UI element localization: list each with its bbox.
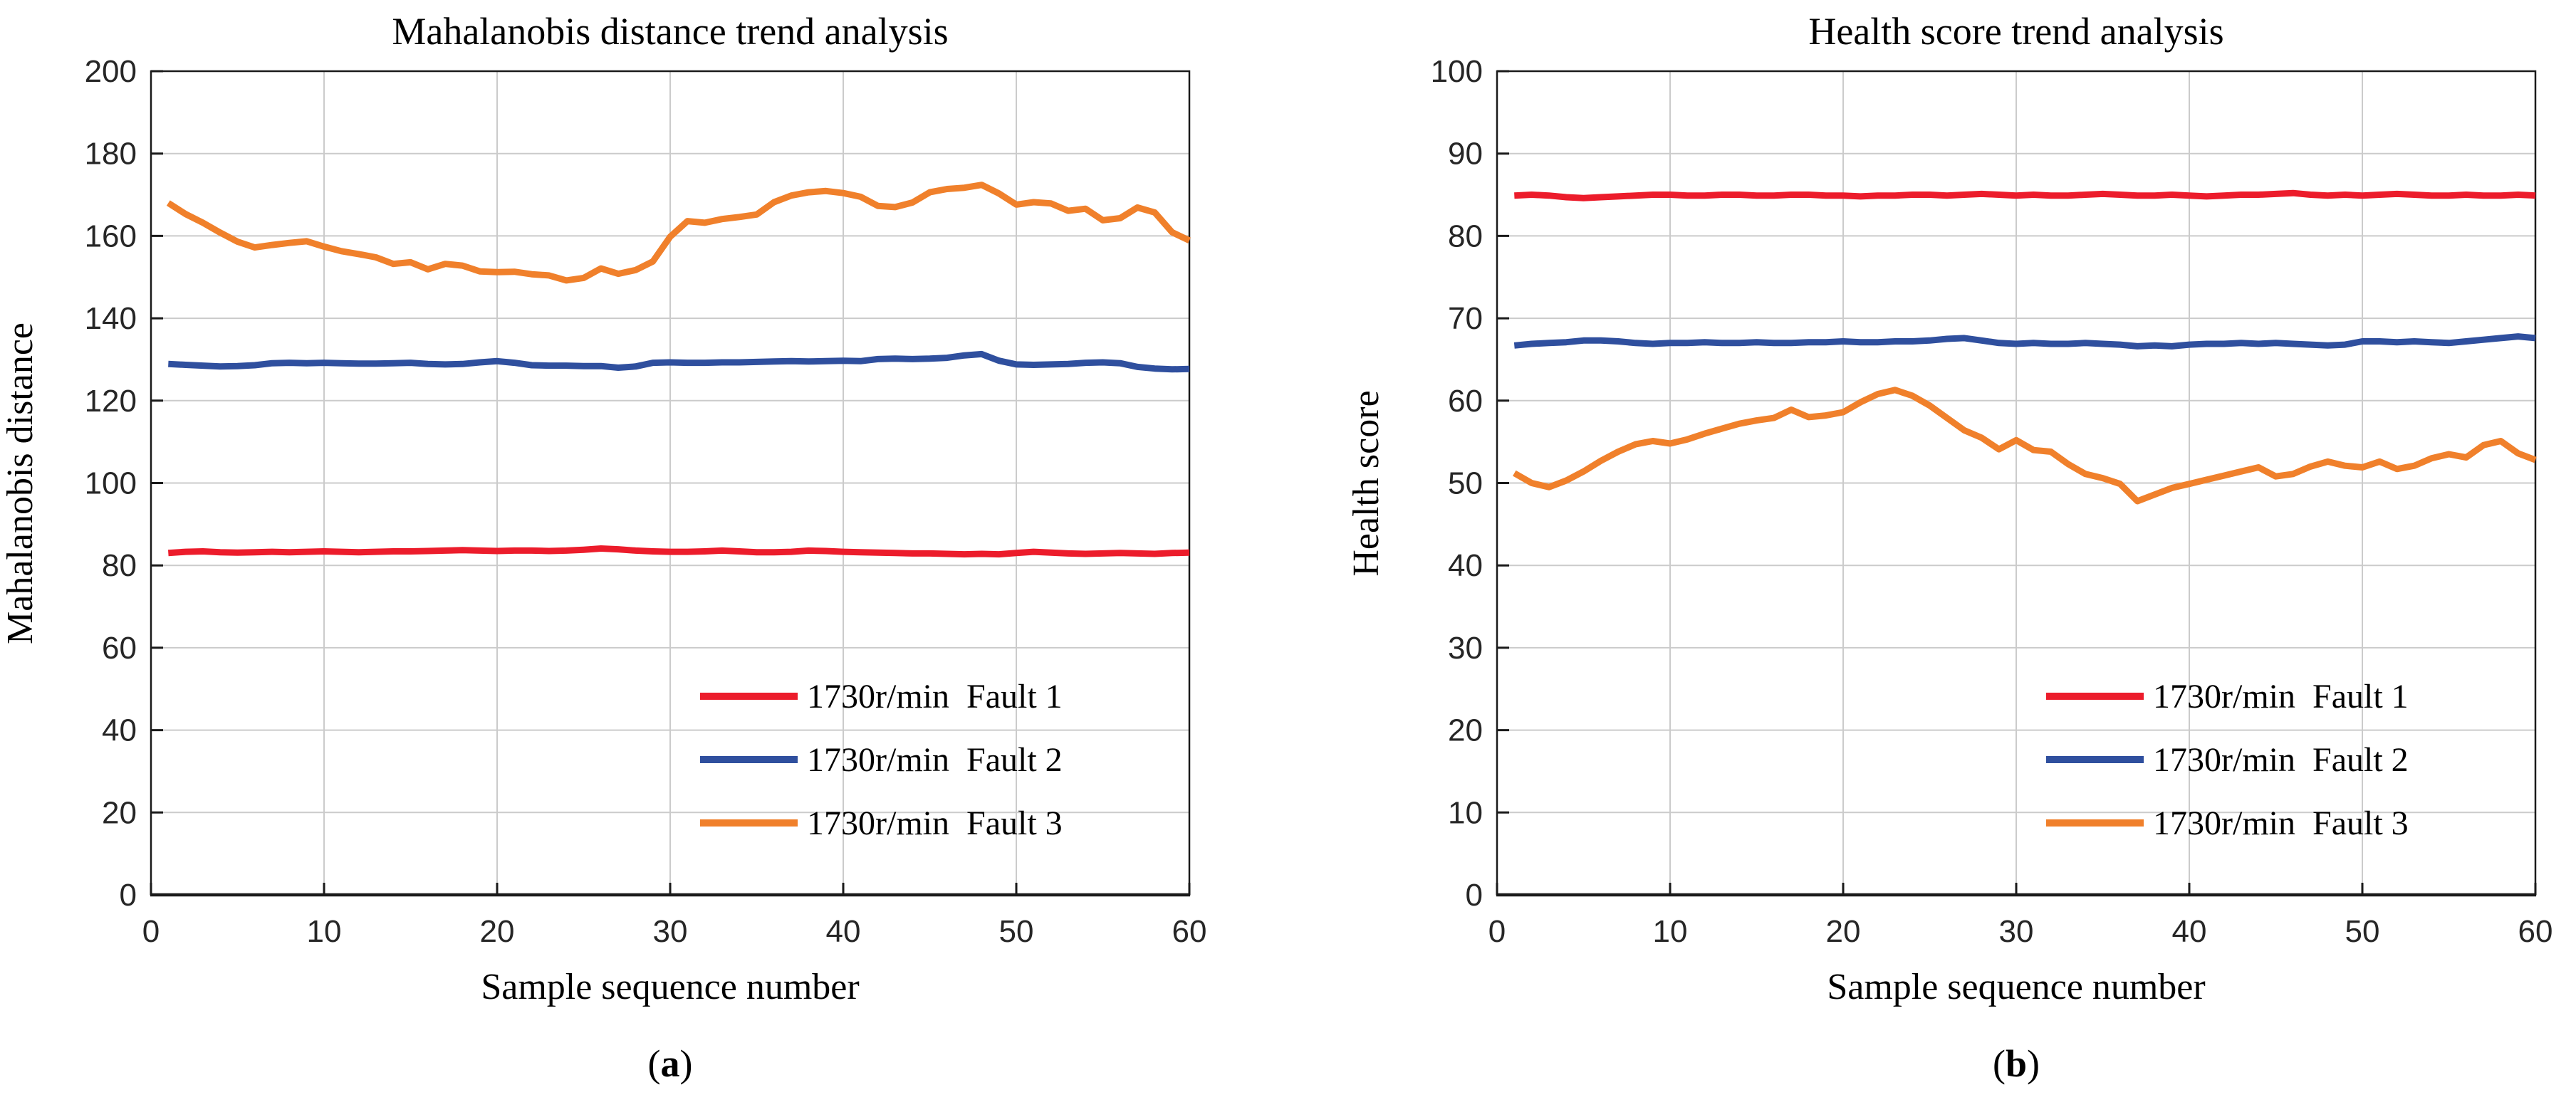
- y-tick-label: 40: [102, 713, 137, 748]
- series-line-fault-3: [1513, 387, 2537, 505]
- series-line-fault-2: [1513, 333, 2536, 350]
- y-tick-label: 70: [1448, 301, 1483, 336]
- series-line-fault-2: [168, 350, 1190, 373]
- panel-b: 0 10 20 30 40 50 60 0 10 20 30 40 50 60 70 80 90 100 1730r…: [1346, 10, 2552, 1085]
- x-tick-label: 50: [2345, 914, 2380, 949]
- panel-b-y-axis-label: Health score: [1346, 390, 1387, 576]
- legend-label-fault-2: 1730r/min Fault 2: [2153, 741, 2409, 779]
- y-tick-label: 90: [1448, 137, 1483, 172]
- legend-label-fault-2: 1730r/min Fault 2: [807, 741, 1063, 779]
- x-tick-label: 20: [1826, 914, 1861, 949]
- y-tick-label: 0: [1466, 878, 1483, 913]
- x-tick-label: 60: [2518, 914, 2553, 949]
- y-tick-label: 50: [1448, 466, 1483, 501]
- y-tick-label: 200: [85, 54, 137, 89]
- x-tick-label: 30: [653, 914, 688, 949]
- x-tick-label: 30: [1999, 914, 2034, 949]
- x-tick-label: 40: [2172, 914, 2207, 949]
- y-tick-label: 10: [1448, 795, 1483, 830]
- y-tick-label: 20: [1448, 713, 1483, 748]
- panel-b-plot: 0 10 20 30 40 50 60 0 10 20 30 40 50 60 70 80 90 100 1730r…: [1431, 54, 2553, 949]
- y-tick-label: 0: [120, 878, 137, 913]
- legend-label-fault-3: 1730r/min Fault 3: [807, 804, 1063, 842]
- x-tick-label: 0: [1488, 914, 1506, 949]
- y-tick-label: 80: [1448, 219, 1483, 253]
- y-tick-label: 40: [1448, 548, 1483, 583]
- y-tick-label: 160: [85, 219, 137, 253]
- x-tick-label: 10: [1653, 914, 1688, 949]
- panel-a-y-axis-label: Mahalanobis distance: [0, 322, 41, 644]
- x-tick-label: 20: [480, 914, 515, 949]
- y-tick-label: 60: [102, 631, 137, 666]
- panel-a-title: Mahalanobis distance trend analysis: [392, 10, 948, 53]
- panel-a: 0 10 20 30 40 50 60 0 20 40 60 80 100 120 140 160 180 200…: [0, 10, 1206, 1085]
- y-tick-label: 30: [1448, 631, 1483, 666]
- panel-a-plot: 0 10 20 30 40 50 60 0 20 40 60 80 100 120 140 160 180 200…: [85, 54, 1207, 949]
- y-tick-label: 20: [102, 795, 137, 830]
- y-tick-label: 80: [102, 548, 137, 583]
- legend-label-fault-1: 1730r/min Fault 1: [2153, 678, 2409, 715]
- y-tick-label: 60: [1448, 384, 1483, 419]
- series-line-fault-1: [167, 545, 1190, 558]
- panel-a-caption: (a): [648, 1042, 693, 1085]
- y-tick-label: 100: [1431, 54, 1483, 89]
- panel-a-x-axis-label: Sample sequence number: [481, 967, 859, 1007]
- x-tick-label: 60: [1172, 914, 1207, 949]
- x-tick-label: 40: [826, 914, 861, 949]
- x-tick-label: 0: [142, 914, 160, 949]
- panel-b-title: Health score trend analysis: [1808, 10, 2223, 53]
- x-tick-label: 50: [999, 914, 1034, 949]
- panel-b-x-axis-label: Sample sequence number: [1827, 967, 2205, 1007]
- series-line-fault-3: [166, 182, 1191, 284]
- legend-label-fault-1: 1730r/min Fault 1: [807, 678, 1063, 715]
- series-line-fault-1: [1514, 189, 2536, 201]
- y-tick-label: 140: [85, 301, 137, 336]
- y-tick-label: 100: [85, 466, 137, 501]
- panel-b-caption: (b): [1993, 1042, 2040, 1085]
- y-tick-label: 120: [85, 384, 137, 419]
- x-tick-label: 10: [307, 914, 342, 949]
- legend-label-fault-3: 1730r/min Fault 3: [2153, 804, 2409, 842]
- y-tick-label: 180: [85, 137, 137, 172]
